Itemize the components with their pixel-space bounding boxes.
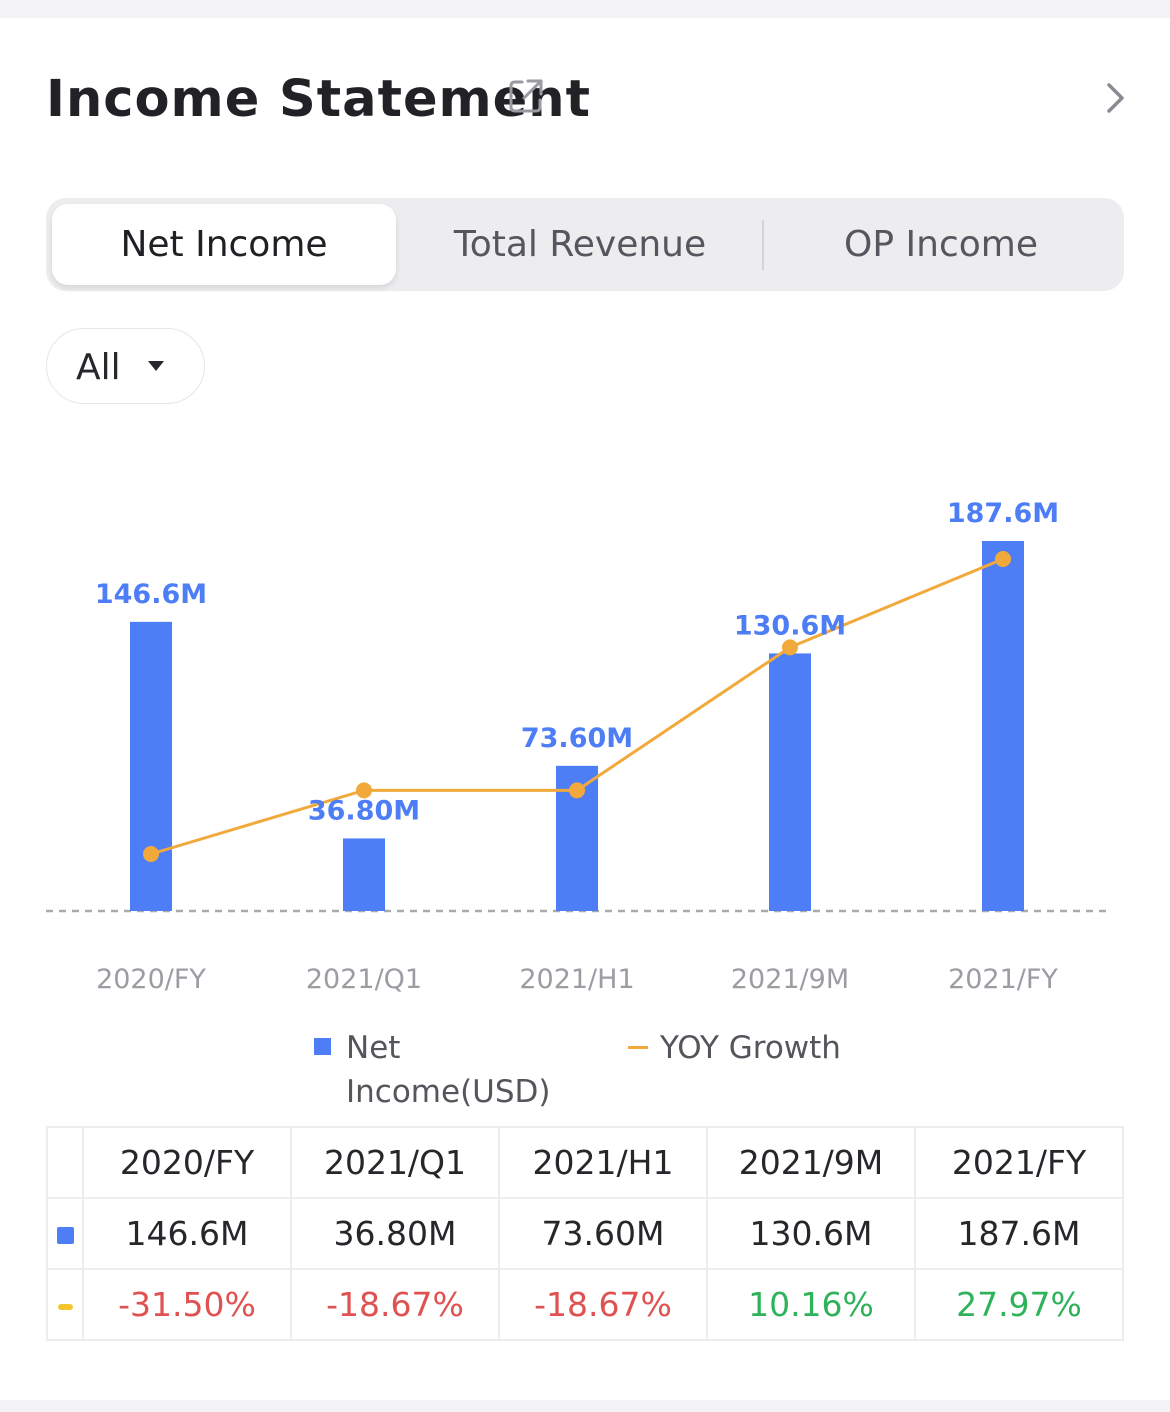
table-cell: 146.6M [82,1197,292,1270]
page-title: Income Statement [46,70,591,129]
bar-value-label: 130.6M [734,610,846,641]
yoy-growth-row-marker [46,1268,84,1341]
table-cell-growth: -18.67% [290,1268,500,1341]
tab-op-income[interactable]: OP Income [844,224,1038,265]
external-link-icon[interactable] [506,76,546,116]
table-cell: 187.6M [914,1197,1124,1270]
legend-label-net-income: Net Income(USD) [346,1030,551,1110]
x-tick-label: 2021/Q1 [306,964,422,995]
table-row-yoy-growth: -31.50% -18.67% -18.67% 10.16% 27.97% [46,1268,1124,1341]
tab-net-income[interactable]: Net Income [52,204,396,285]
legend-item-yoy-growth[interactable]: YOY Growth [628,1026,848,1070]
bar-value-label: 36.80M [308,795,420,826]
table-header-cell: 2021/FY [914,1126,1124,1199]
bar-2021/9M[interactable] [769,653,811,911]
table-header-row: 2020/FY 2021/Q1 2021/H1 2021/9M 2021/FY [46,1126,1124,1199]
table-header-cell: 2021/H1 [498,1126,708,1199]
tab-divider [762,220,764,270]
chevron-right-icon[interactable] [1100,78,1130,118]
yoy-point-2021/9M [782,639,798,656]
yoy-point-2021/H1 [569,782,585,799]
table-cell-growth: 27.97% [914,1268,1124,1341]
x-tick-label: 2020/FY [96,964,206,995]
income-data-table: 2020/FY 2021/Q1 2021/H1 2021/9M 2021/FY … [46,1126,1124,1341]
filter-label: All [76,347,121,388]
x-tick-label: 2021/FY [948,964,1058,995]
bar-value-label: 146.6M [95,579,207,610]
yoy-point-2021/FY [995,551,1011,567]
bar-2021/Q1[interactable] [343,838,385,911]
legend-bar-swatch [314,1038,331,1055]
bar-value-label: 187.6M [947,498,1059,529]
table-cell: 73.60M [498,1197,708,1270]
legend-item-net-income[interactable]: Net Income(USD) [314,1026,604,1110]
x-tick-label: 2021/9M [731,964,849,995]
table-cell-growth: -31.50% [82,1268,292,1341]
x-tick-label: 2021/H1 [519,964,634,995]
bar-2021/FY[interactable] [982,541,1024,911]
chart-legend: Net Income(USD) YOY Growth [0,1026,1170,1110]
table-cell-growth: -18.67% [498,1268,708,1341]
table-corner-cell [46,1126,84,1199]
yoy-point-2021/Q1 [356,782,372,799]
yoy-point-2020/FY [143,846,159,862]
table-header-cell: 2021/Q1 [290,1126,500,1199]
table-header-cell: 2021/9M [706,1126,916,1199]
bar-2020/FY[interactable] [130,621,172,911]
table-header-cell: 2020/FY [82,1126,292,1199]
legend-label-yoy-growth: YOY Growth [660,1030,841,1066]
table-cell: 130.6M [706,1197,916,1270]
table-cell-growth: 10.16% [706,1268,916,1341]
table-row-net-income: 146.6M 36.80M 73.60M 130.6M 187.6M [46,1197,1124,1270]
period-filter-dropdown[interactable]: All [46,328,205,404]
table-cell: 36.80M [290,1197,500,1270]
card-header: Income Statement [46,54,1130,144]
net-income-row-marker [46,1197,84,1270]
bar-swatch-icon [56,1227,74,1244]
bar-value-label: 73.60M [521,723,633,754]
metric-tabs: Net Income Total Revenue OP Income [46,198,1124,291]
income-statement-card: Income Statement Net Income Total Revenu… [0,18,1170,1400]
legend-line-swatch [628,1046,648,1049]
tab-total-revenue[interactable]: Total Revenue [453,224,707,265]
caret-down-icon [148,361,164,371]
line-swatch-icon [57,1303,73,1310]
net-income-chart: 146.6M 36.80M 73.60M 130.6M 187.6M 2020/FY 202… [46,498,1108,995]
